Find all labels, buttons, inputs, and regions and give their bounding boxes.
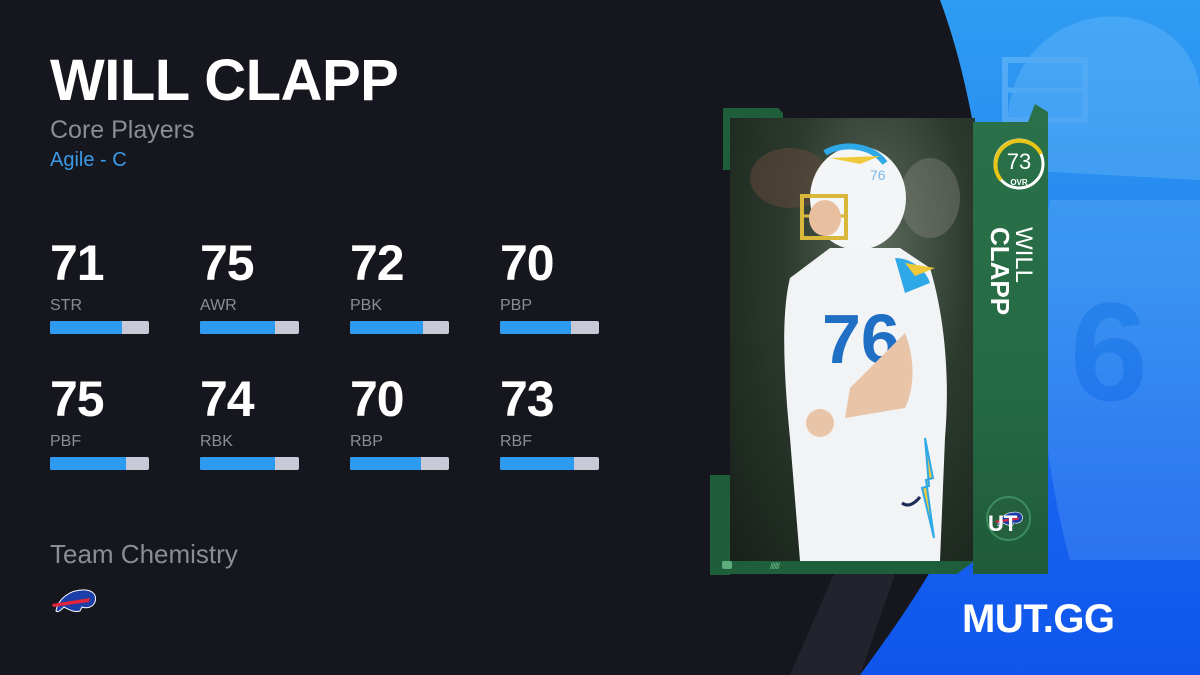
stat-pbf: 75 PBF [50,374,150,470]
stat-bar [50,457,149,470]
player-silhouette-icon: 6 [1030,200,1200,560]
stat-pbp: 70 PBP [500,238,600,334]
player-photo: 76 76 [730,118,975,561]
stat-str: 71 STR [50,238,150,334]
stat-label: PBP [500,297,533,314]
ovr-rating: 73 [1006,149,1032,174]
player-card[interactable]: ////// 76 76 73 OVR [710,100,1060,575]
stat-label: PBF [50,433,82,450]
stat-bar [50,321,149,334]
stat-label: RBP [350,433,383,450]
stat-pbk: 72 PBK [350,238,450,334]
stat-value: 75 [50,371,105,427]
card-player-name: WILL CLAPP [981,224,1041,324]
stat-bar-fill [500,457,575,470]
stat-awr: 75 AWR [200,238,300,334]
stat-rbp: 70 RBP [350,374,450,470]
mutgg-logo[interactable]: MUT.GG [962,597,1115,641]
bills-logo-icon [994,511,1023,526]
card-info-strip: 73 OVR WILL CLAPP UT [973,104,1048,574]
stat-bar-fill [50,457,127,470]
ut-mode-label: UT [988,511,1018,536]
ovr-label: OVR [1010,178,1028,187]
archetype-label: Agile - C [50,149,127,171]
stat-bar [500,321,599,334]
card-slashes-icon: ////// [770,561,780,571]
stat-value: 75 [200,235,255,291]
ovr-ring-icon [993,138,1045,190]
card-team-badge [986,496,1031,541]
player-figure-icon: 76 76 [750,143,960,561]
stat-rbf: 73 RBF [500,374,600,470]
stat-value: 70 [350,371,405,427]
stat-rbk: 74 RBK [200,374,300,470]
stat-label: PBK [350,297,383,314]
stat-bar [350,321,449,334]
stat-bar-fill [200,457,276,470]
team-chemistry-title: Team Chemistry [50,539,238,569]
stat-bar [500,457,599,470]
stat-bar [200,321,299,334]
stat-value: 70 [500,235,555,291]
stat-bar-fill [350,321,424,334]
stat-label: RBK [200,433,233,450]
stat-label: AWR [200,297,237,314]
stat-value: 74 [200,371,255,427]
card-last-name: CLAPP [985,227,1015,316]
svg-text:6: 6 [1070,273,1148,430]
stat-bar [200,457,299,470]
stat-bar [350,457,449,470]
card-first-name: WILL [1010,227,1037,284]
program-label: Core Players [50,116,195,144]
player-name: WILL CLAPP [50,48,399,113]
bills-logo-icon[interactable] [50,585,98,617]
stat-bar-fill [50,321,123,334]
stat-bar-fill [350,457,422,470]
stat-value: 73 [500,371,555,427]
stat-bar-fill [500,321,572,334]
svg-text:76: 76 [870,167,886,183]
stat-value: 72 [350,235,405,291]
stat-value: 71 [50,235,105,291]
stat-bar-fill [200,321,276,334]
card-frame-bottom: ////// [718,558,978,574]
stat-label: STR [50,297,82,314]
card-tick-icon [722,561,732,569]
card-frame-corner [710,475,730,575]
stat-label: RBF [500,433,532,450]
